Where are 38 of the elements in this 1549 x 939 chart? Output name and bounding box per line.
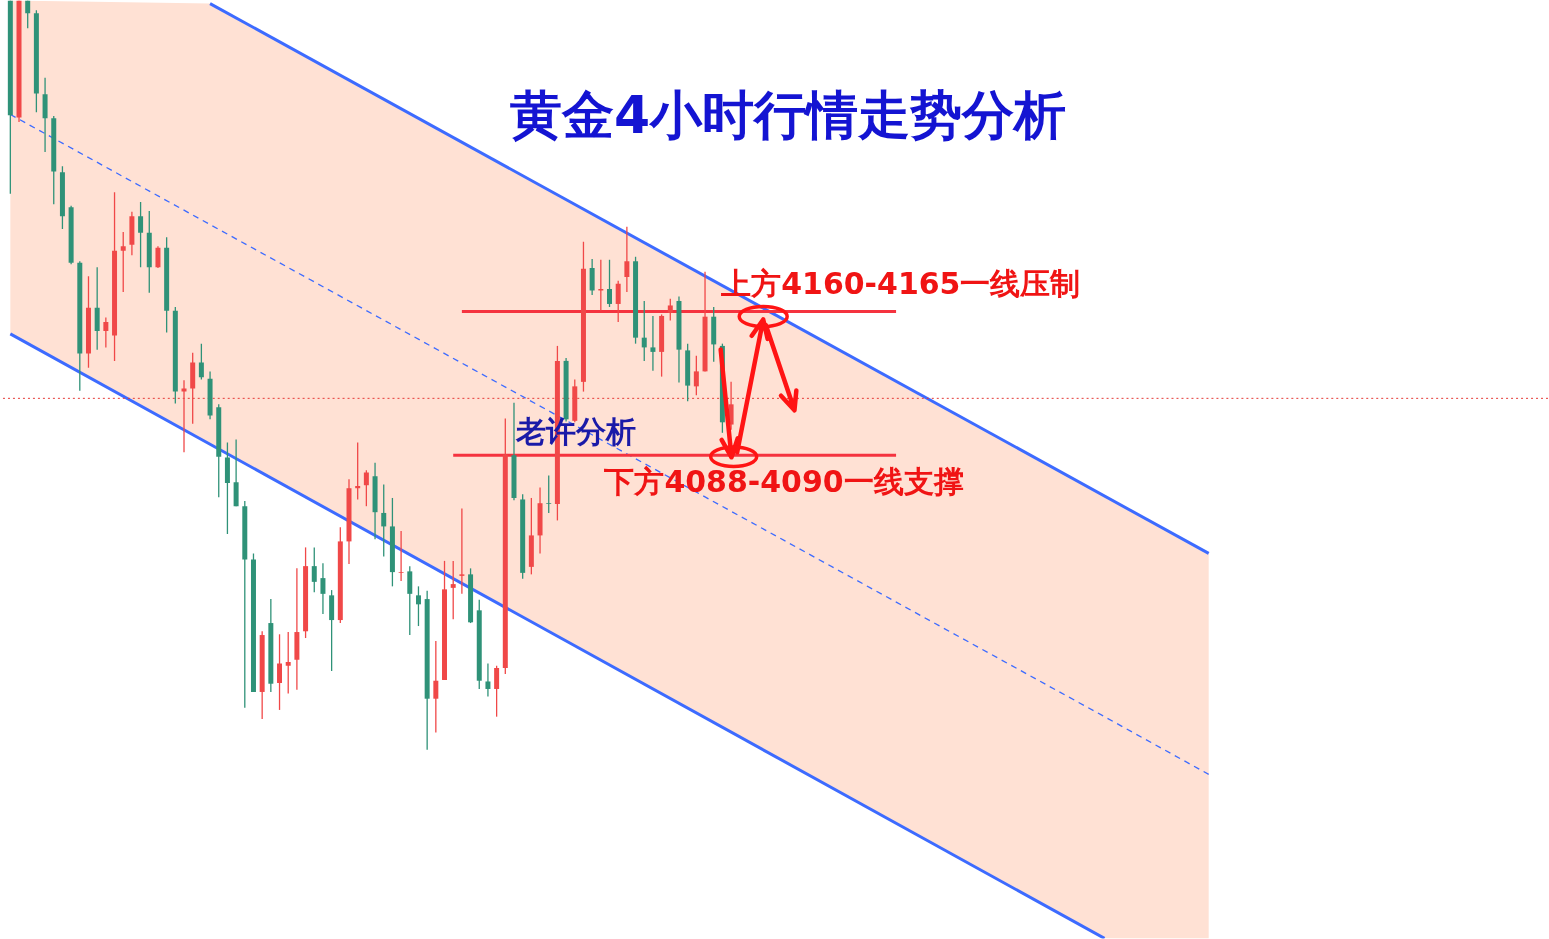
candlestick	[311, 546, 317, 593]
candlestick	[381, 483, 387, 558]
candlestick	[693, 355, 699, 396]
candlestick	[94, 266, 100, 351]
candlestick	[363, 469, 369, 507]
candlestick	[494, 665, 500, 718]
candlestick	[589, 258, 595, 296]
candlestick	[415, 585, 421, 627]
candlestick	[120, 231, 126, 293]
candlestick	[450, 560, 456, 620]
candlestick	[103, 316, 109, 349]
candlestick	[355, 441, 361, 501]
text: 黄金4小时行情走势分析	[509, 85, 1067, 146]
candlestick	[138, 201, 144, 268]
candlestick	[650, 315, 656, 372]
candlestick	[277, 633, 283, 711]
candlestick	[433, 640, 439, 734]
annotation: 下方4088-4090一线支撑	[603, 464, 964, 500]
candlestick	[25, 0, 31, 29]
candlestick	[607, 259, 613, 308]
candlestick	[728, 381, 734, 431]
candlestick	[624, 226, 630, 293]
candlestick	[667, 298, 673, 322]
candlestick	[42, 77, 48, 153]
candlestick	[546, 474, 552, 514]
candlestick	[615, 280, 621, 323]
candlestick	[320, 562, 326, 615]
candlestick	[181, 379, 187, 453]
candlestick	[155, 245, 161, 269]
candlestick	[198, 343, 204, 381]
candlestick	[485, 662, 491, 698]
candlestick	[407, 565, 413, 636]
candlestick	[459, 507, 465, 595]
candlestick	[641, 300, 647, 362]
candlestick	[398, 530, 404, 582]
candlestick	[285, 631, 291, 695]
candlestick	[233, 438, 239, 507]
annotation: 上方4160-4165一线压制	[720, 266, 1081, 302]
